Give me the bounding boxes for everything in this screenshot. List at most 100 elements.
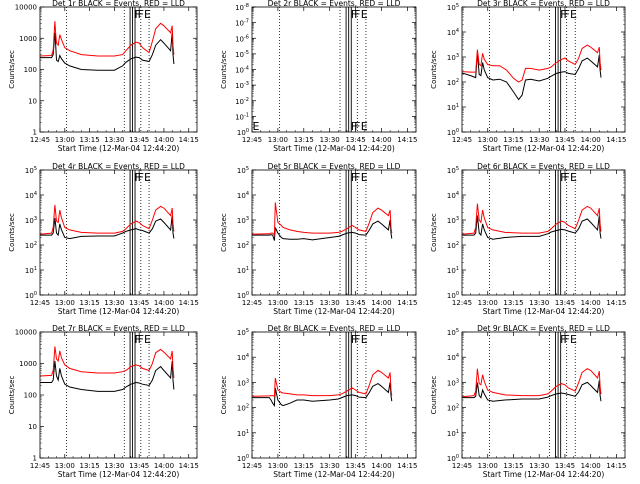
flag-marker-left-e: E xyxy=(253,120,260,133)
panel-title: Det 1r BLACK = Events, RED = LLD xyxy=(52,0,185,8)
flag-marker-f: F xyxy=(354,333,360,346)
x-axis-label: Start Time (12-Mar-04 12:44:20) xyxy=(273,144,395,153)
x-axis-label: Start Time (12-Mar-04 12:44:20) xyxy=(58,470,180,479)
x-tick-label: 12:45 xyxy=(30,462,50,470)
x-tick-label: 14:15 xyxy=(606,299,626,307)
y-tick-label: 103 xyxy=(25,216,37,225)
x-tick-label: 14:15 xyxy=(397,136,417,144)
x-tick-label: 13:15 xyxy=(503,462,523,470)
x-tick-label: 13:45 xyxy=(345,136,365,144)
flag-marker-e: E xyxy=(570,333,577,346)
series-lld-line xyxy=(40,21,175,57)
y-axis-label: Counts/sec xyxy=(430,213,438,252)
x-tick-label: 14:00 xyxy=(154,136,174,144)
flag-marker-f: F xyxy=(134,333,140,346)
y-axis-label: Counts/sec xyxy=(8,213,16,252)
x-tick-label: 14:00 xyxy=(371,136,391,144)
plot-frame xyxy=(39,6,198,133)
series-events-line xyxy=(40,360,175,392)
y-tick-label: 104 xyxy=(447,353,459,362)
x-tick-label: 13:00 xyxy=(478,462,498,470)
y-tick-label: 10-3 xyxy=(235,81,249,90)
flag-marker-f: F xyxy=(134,8,140,21)
x-tick-label: 14:15 xyxy=(606,462,626,470)
x-tick-label: 12:45 xyxy=(30,299,50,307)
x-tick-label: 13:30 xyxy=(529,299,549,307)
panel-title: Det 6r BLACK = Events, RED = LLD xyxy=(477,162,610,171)
x-tick-label: 13:45 xyxy=(555,136,575,144)
flag-marker-f: F xyxy=(138,171,144,184)
y-tick-label: 101 xyxy=(237,266,249,275)
x-tick-label: 13:30 xyxy=(320,462,340,470)
x-tick-label: 13:00 xyxy=(268,462,288,470)
y-tick-label: 100 xyxy=(237,454,249,463)
x-tick-label: 13:45 xyxy=(555,299,575,307)
y-tick-label: 104 xyxy=(447,191,459,200)
x-tick-label: 12:45 xyxy=(242,462,262,470)
series-lld-line xyxy=(40,346,175,378)
y-tick-label: 105 xyxy=(447,166,459,175)
plot-frame xyxy=(251,169,417,296)
y-tick-label: 103 xyxy=(447,53,459,62)
x-tick-label: 13:30 xyxy=(104,299,124,307)
x-tick-label: 13:45 xyxy=(129,136,149,144)
flag-marker-f: F xyxy=(560,171,566,184)
x-tick-label: 13:30 xyxy=(104,136,124,144)
x-axis-label: Start Time (12-Mar-04 12:44:20) xyxy=(483,144,605,153)
y-tick-label: 104 xyxy=(237,353,249,362)
y-tick-label: 10-8 xyxy=(235,3,249,12)
y-tick-label: 102 xyxy=(237,241,249,250)
series-events-line xyxy=(40,32,175,71)
y-tick-label: 1 xyxy=(33,455,37,463)
flag-marker-f: F xyxy=(351,333,357,346)
x-tick-label: 13:00 xyxy=(55,136,75,144)
x-tick-label: 13:00 xyxy=(478,299,498,307)
y-axis-label: Counts/sec xyxy=(220,213,228,252)
x-tick-label: 13:30 xyxy=(529,136,549,144)
x-tick-label: 12:45 xyxy=(30,136,50,144)
x-tick-label: 12:45 xyxy=(452,299,472,307)
y-tick-label: 104 xyxy=(237,191,249,200)
y-tick-label: 103 xyxy=(237,216,249,225)
flag-marker-f: F xyxy=(563,171,569,184)
plot-frame xyxy=(251,6,417,133)
flag-marker-f: F xyxy=(354,171,360,184)
x-axis-label: Start Time (12-Mar-04 12:44:20) xyxy=(58,307,180,316)
x-axis-label: Start Time (12-Mar-04 12:44:20) xyxy=(273,470,395,479)
flag-marker-bottom-f: F xyxy=(354,120,360,133)
x-tick-label: 14:15 xyxy=(179,136,199,144)
flag-marker-f: F xyxy=(563,333,569,346)
y-tick-label: 102 xyxy=(447,241,459,250)
y-tick-label: 10-6 xyxy=(235,34,249,43)
panel-title: Det 8r BLACK = Events, RED = LLD xyxy=(268,324,401,333)
x-tick-label: 13:00 xyxy=(55,462,75,470)
x-tick-label: 13:15 xyxy=(294,136,314,144)
x-axis-label: Start Time (12-Mar-04 12:44:20) xyxy=(273,307,395,316)
flag-marker-e: E xyxy=(144,8,151,21)
series-events-line xyxy=(40,215,175,240)
x-tick-label: 13:30 xyxy=(104,462,124,470)
y-tick-label: 10-1 xyxy=(235,112,249,121)
y-axis-label: Counts/sec xyxy=(220,50,228,89)
flag-marker-e: E xyxy=(144,333,151,346)
y-tick-label: 101 xyxy=(447,429,459,438)
flag-marker-e: E xyxy=(570,8,577,21)
y-tick-label: 101 xyxy=(447,266,459,275)
y-tick-label: 102 xyxy=(447,404,459,413)
flag-marker-f: F xyxy=(560,333,566,346)
y-tick-label: 10000 xyxy=(15,4,37,12)
flag-marker-f: F xyxy=(134,171,140,184)
y-tick-label: 105 xyxy=(237,328,249,337)
y-tick-label: 10-4 xyxy=(235,66,249,75)
y-tick-label: 1000 xyxy=(19,360,37,368)
flag-marker-bottom-e: E xyxy=(361,120,368,133)
y-tick-label: 100 xyxy=(447,454,459,463)
x-tick-label: 13:45 xyxy=(129,462,149,470)
y-tick-label: 102 xyxy=(447,78,459,87)
